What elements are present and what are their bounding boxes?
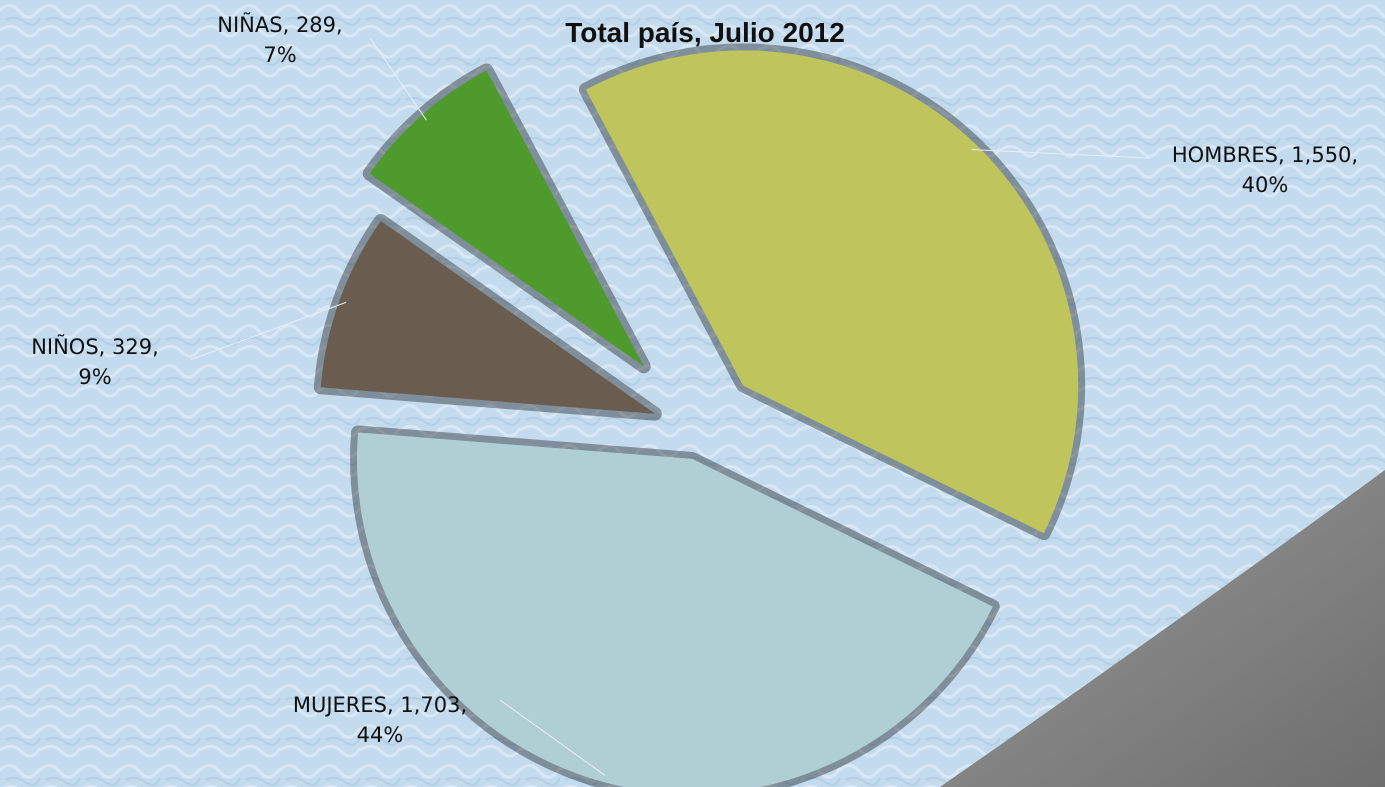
leader-line bbox=[971, 149, 1151, 159]
leader-line bbox=[189, 301, 347, 361]
chart-title: Total país, Julio 2012 bbox=[565, 17, 845, 48]
data-label: MUJERES, 1,703, 44% bbox=[293, 693, 467, 747]
leader-line bbox=[369, 37, 427, 121]
corner-decoration bbox=[940, 470, 1385, 787]
pie bbox=[189, 37, 1151, 787]
data-label: HOMBRES, 1,550, 40% bbox=[1172, 143, 1358, 197]
data-label: NIÑOS, 329, 9% bbox=[31, 333, 159, 389]
leader-line bbox=[499, 699, 606, 776]
data-label: NIÑAS, 289, 7% bbox=[217, 11, 342, 67]
